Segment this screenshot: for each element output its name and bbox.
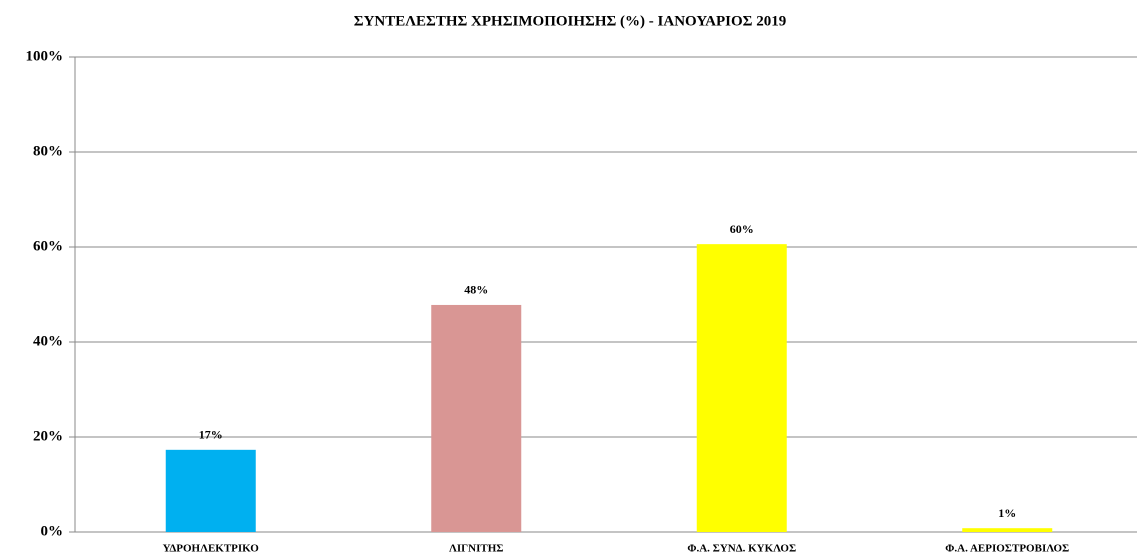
- y-tick-label: 80%: [33, 143, 63, 159]
- x-tick-label: ΛΙΓΝΙΤΗΣ: [449, 543, 503, 555]
- value-label: 1%: [998, 506, 1016, 520]
- y-tick-label: 40%: [33, 333, 63, 349]
- y-tick-label: 60%: [33, 238, 63, 254]
- x-tick-label: Φ.Α. ΑΕΡΙΟΣΤΡΟΒΙΛΟΣ: [945, 543, 1069, 555]
- bar: [431, 304, 522, 532]
- bar: [962, 528, 1053, 532]
- bar: [165, 449, 256, 532]
- value-label: 48%: [464, 283, 488, 297]
- value-label: 60%: [730, 222, 754, 236]
- x-tick-label: Φ.Α. ΣΥΝΔ. ΚΥΚΛΟΣ: [687, 543, 796, 555]
- y-tick-label: 20%: [33, 428, 63, 444]
- y-tick-label: 100%: [26, 48, 64, 64]
- x-tick-label: ΥΔΡΟΗΛΕΚΤΡΙΚΟ: [163, 543, 260, 555]
- value-label: 17%: [199, 428, 223, 442]
- chart-title: ΣΥΝΤΕΛΕΣΤΗΣ ΧΡΗΣΙΜΟΠΟΙΗΣΗΣ (%) - ΙΑΝΟΥΑΡ…: [354, 13, 786, 29]
- y-tick-label: 0%: [41, 523, 64, 539]
- bar: [696, 244, 787, 532]
